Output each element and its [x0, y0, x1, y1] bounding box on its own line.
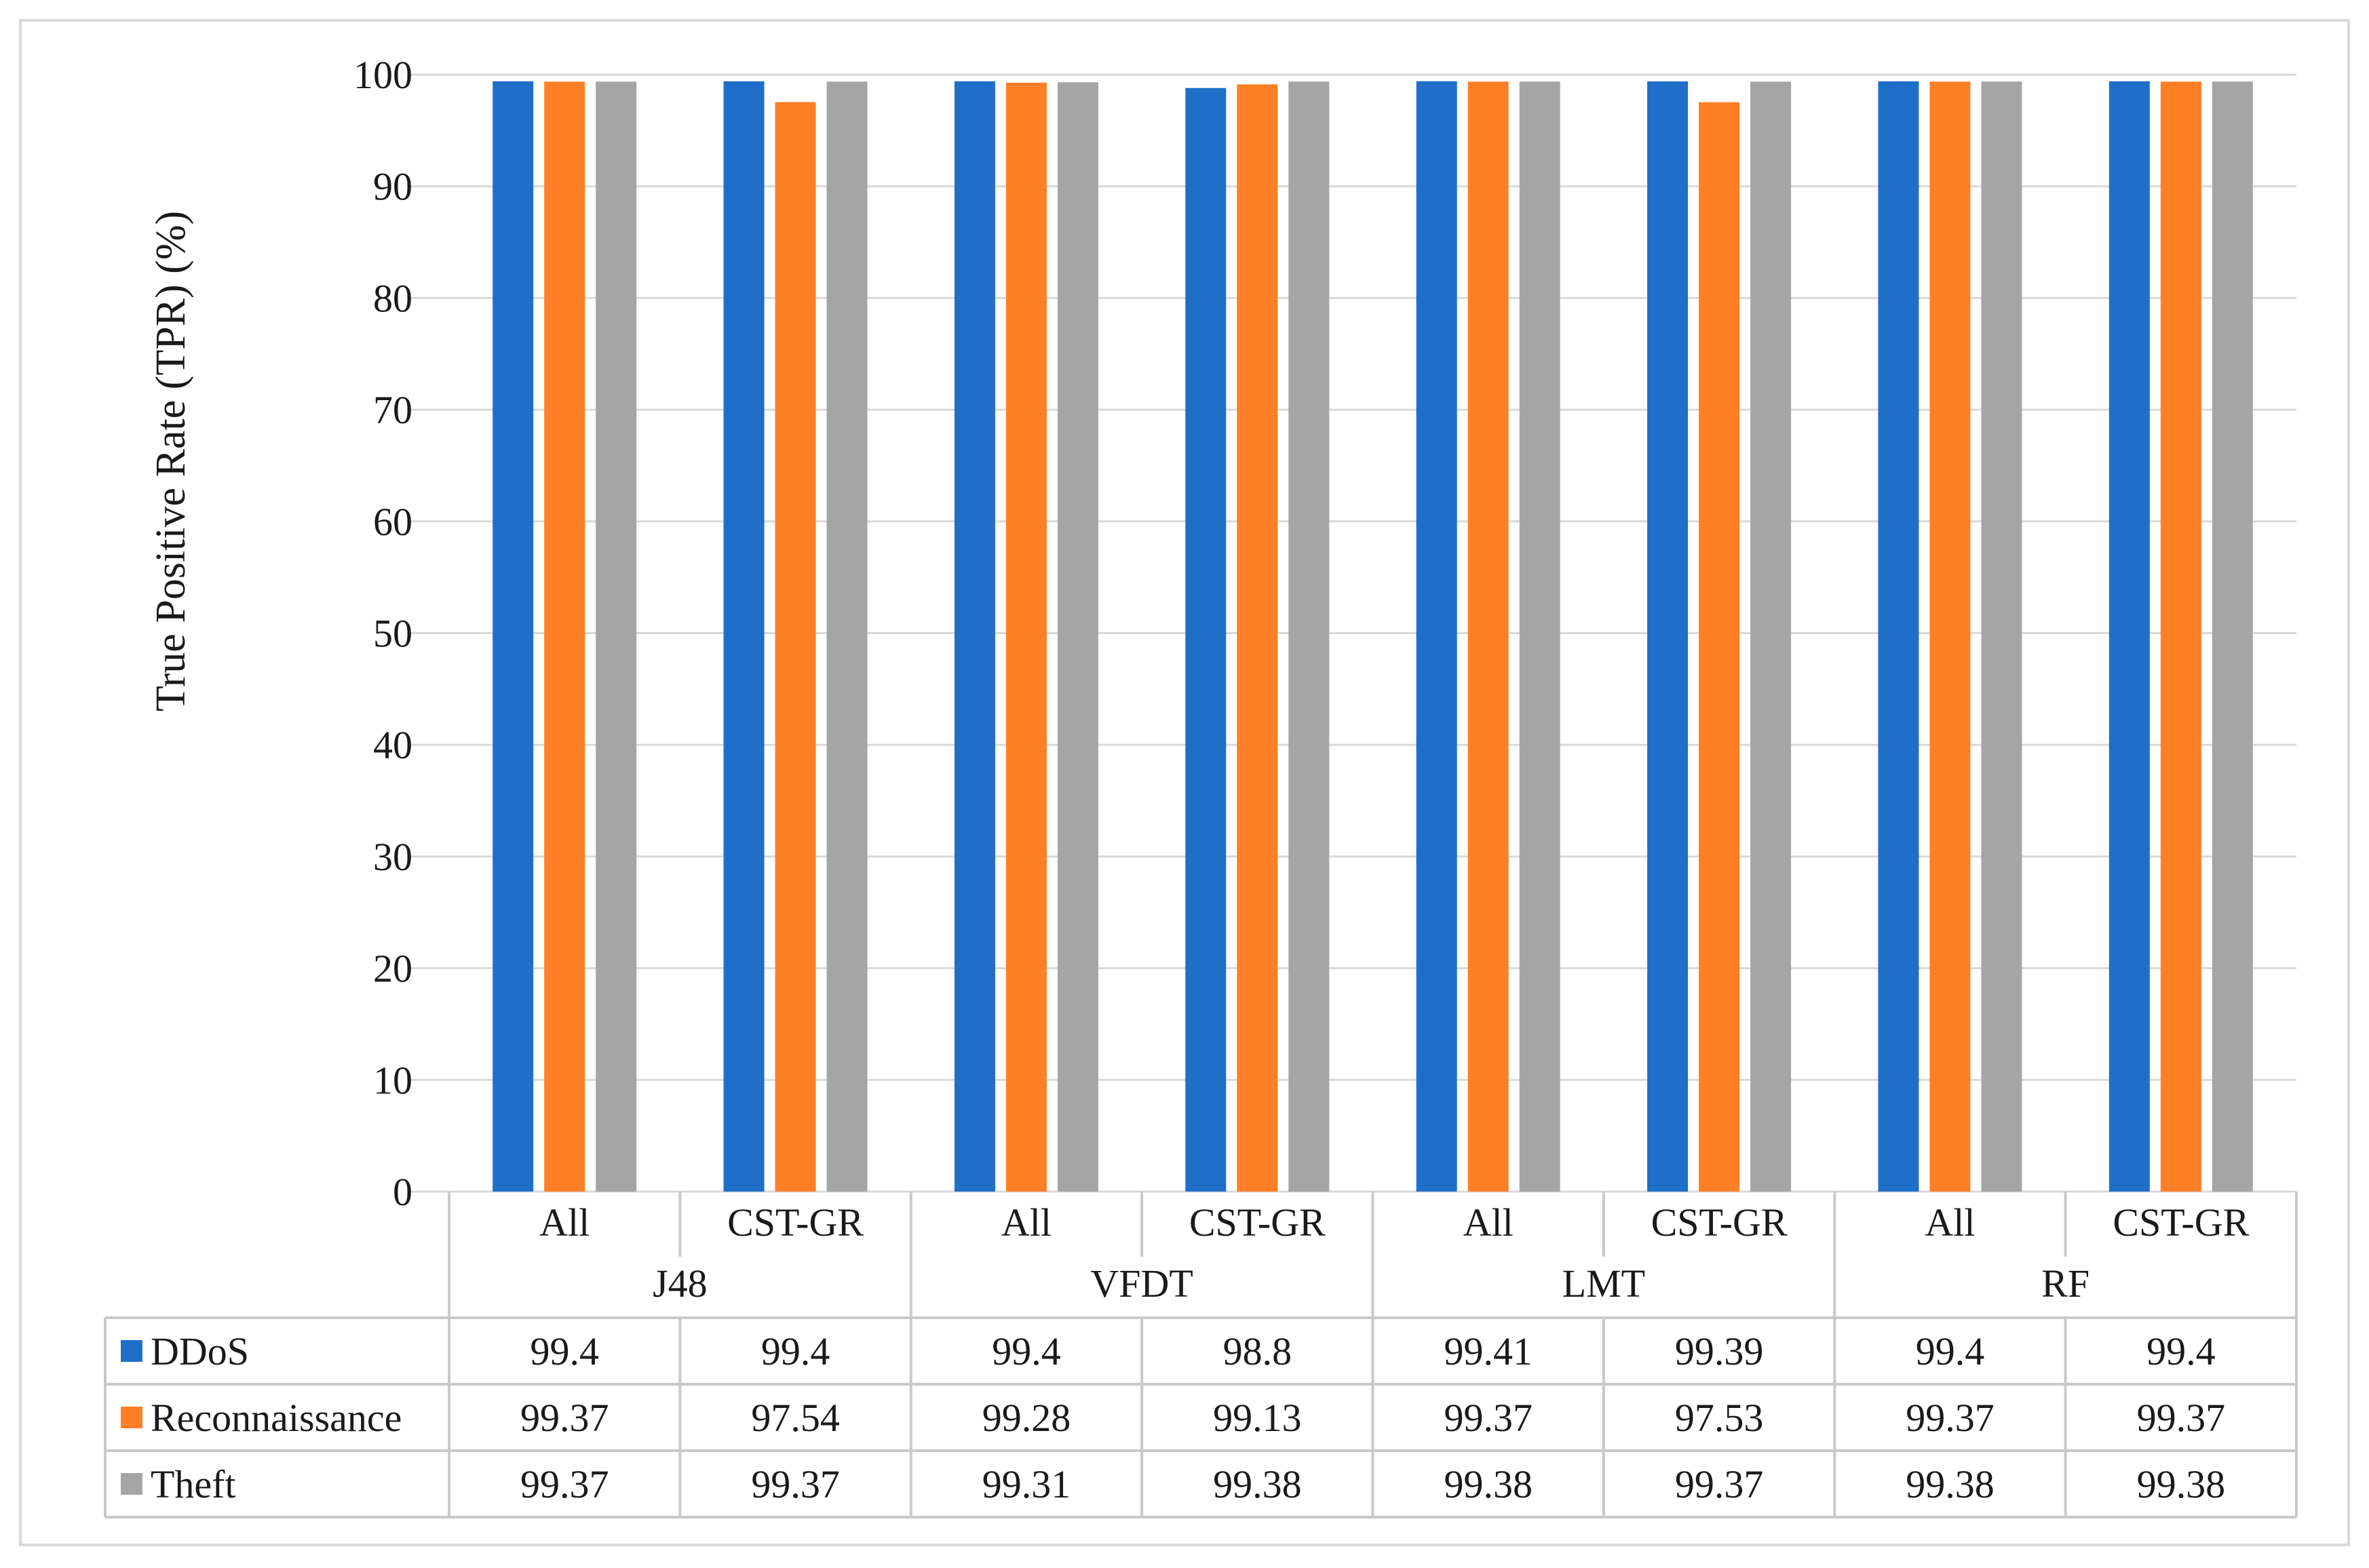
legend-swatch-reconnaissance [121, 1407, 142, 1428]
y-tick-label: 100 [353, 53, 412, 97]
bar-theft-0 [596, 81, 637, 1192]
bar-theft-3 [1288, 81, 1330, 1192]
x-group-label: VFDT [1090, 1261, 1193, 1306]
table-value-cell: 99.37 [520, 1462, 609, 1506]
table-value-cell: 99.37 [520, 1396, 609, 1440]
bar-ddos-4 [1416, 81, 1457, 1192]
legend-label: DDoS [151, 1329, 249, 1373]
y-tick-label: 30 [373, 835, 412, 879]
bar-reconnaissance-0 [544, 81, 585, 1192]
x-group-label: J48 [653, 1261, 708, 1306]
table-value-cell: 99.4 [992, 1329, 1061, 1373]
y-tick-label: 80 [373, 276, 412, 320]
y-tick-label: 10 [373, 1058, 412, 1102]
x-category-label: All [1463, 1200, 1514, 1244]
table-value-cell: 99.28 [982, 1396, 1071, 1440]
table-value-cell: 99.38 [2137, 1462, 2226, 1506]
bar-theft-7 [2212, 81, 2253, 1192]
table-value-cell: 99.4 [761, 1329, 830, 1373]
y-tick-label: 50 [373, 612, 412, 656]
y-tick-label: 90 [373, 165, 412, 209]
table-value-cell: 99.4 [2146, 1329, 2216, 1373]
y-tick-label: 60 [373, 500, 412, 544]
table-value-cell: 98.8 [1223, 1329, 1292, 1373]
table-value-cell: 99.39 [1675, 1329, 1764, 1373]
table-value-cell: 99.38 [1444, 1462, 1533, 1506]
bar-reconnaissance-4 [1467, 81, 1509, 1192]
x-category-label: CST-GR [1189, 1200, 1326, 1244]
table-value-cell: 99.31 [982, 1462, 1071, 1506]
bar-reconnaissance-1 [775, 102, 816, 1192]
table-value-cell: 99.37 [2137, 1396, 2226, 1440]
legend-label: Reconnaissance [151, 1396, 402, 1440]
legend-swatch-theft [121, 1473, 142, 1495]
table-value-cell: 99.37 [1675, 1462, 1764, 1506]
bar-theft-4 [1519, 81, 1560, 1192]
bar-theft-2 [1057, 82, 1098, 1192]
bar-ddos-7 [2108, 81, 2150, 1192]
x-category-label: All [1925, 1200, 1975, 1244]
bar-theft-1 [826, 81, 868, 1192]
legend-label: Theft [151, 1462, 236, 1506]
x-group-label: RF [2041, 1261, 2089, 1306]
table-value-cell: 97.53 [1675, 1396, 1764, 1440]
table-value-cell: 99.4 [1916, 1329, 1985, 1373]
y-tick-label: 0 [393, 1170, 412, 1214]
x-category-label: CST-GR [2113, 1200, 2249, 1244]
table-value-cell: 99.38 [1213, 1462, 1302, 1506]
x-category-label: CST-GR [1651, 1200, 1788, 1244]
bar-ddos-0 [493, 81, 534, 1192]
bar-reconnaissance-7 [2160, 81, 2201, 1192]
bar-theft-6 [1981, 81, 2022, 1192]
table-value-cell: 99.13 [1213, 1396, 1302, 1440]
y-tick-label: 70 [373, 388, 412, 432]
bar-reconnaissance-3 [1237, 84, 1278, 1192]
bar-reconnaissance-2 [1005, 82, 1047, 1192]
table-value-cell: 99.38 [1906, 1462, 1995, 1506]
bar-ddos-1 [723, 81, 765, 1192]
bar-reconnaissance-5 [1699, 102, 1740, 1192]
bar-theft-5 [1750, 81, 1792, 1192]
x-category-label: CST-GR [727, 1200, 864, 1244]
bar-ddos-2 [954, 81, 995, 1192]
bar-ddos-3 [1185, 87, 1227, 1192]
x-group-label: LMT [1562, 1261, 1645, 1306]
table-value-cell: 97.54 [751, 1396, 840, 1440]
y-tick-label: 40 [373, 723, 412, 767]
bars [493, 81, 2253, 1192]
legend-swatch-ddos [121, 1340, 142, 1362]
table-value-cell: 99.37 [751, 1462, 840, 1506]
x-category-label: All [1001, 1200, 1052, 1244]
table-value-cell: 99.37 [1906, 1396, 1995, 1440]
bar-reconnaissance-6 [1929, 81, 1971, 1192]
bar-ddos-6 [1878, 81, 1919, 1192]
table-value-cell: 99.4 [530, 1329, 599, 1373]
bar-ddos-5 [1647, 81, 1689, 1192]
y-axis-label: True Positive Rate (TPR) (%) [148, 211, 194, 711]
table-value-cell: 99.41 [1444, 1329, 1533, 1373]
y-tick-label: 20 [373, 947, 412, 991]
y-axis-ticks: 0 10 20 30 40 50 60 70 80 90 100 [353, 53, 412, 1214]
table-value-cell: 99.37 [1444, 1396, 1533, 1440]
x-category-label: All [539, 1200, 590, 1244]
